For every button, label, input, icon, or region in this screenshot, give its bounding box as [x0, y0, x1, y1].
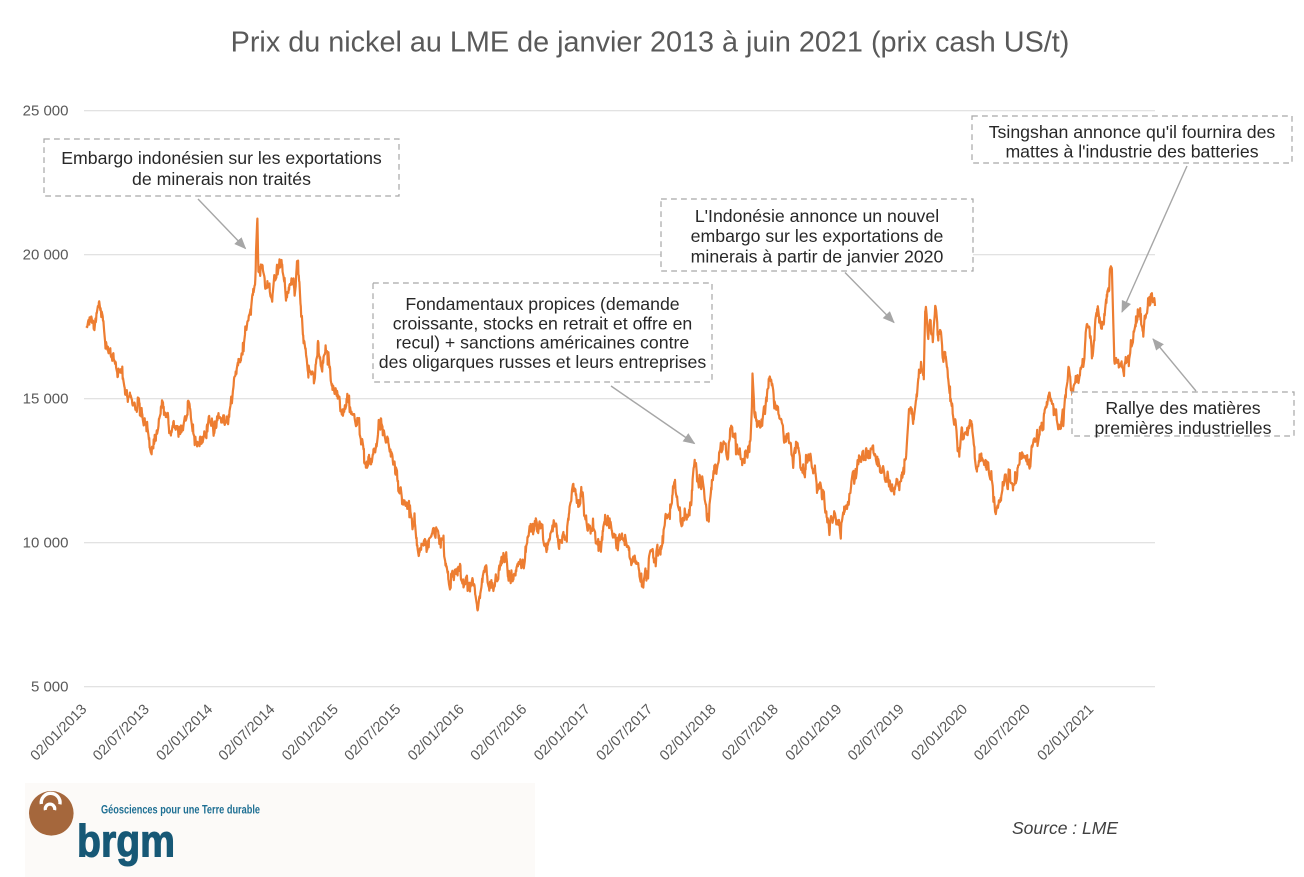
- svg-text:Prix du nickel au LME de janvi: Prix du nickel au LME de janvier 2013 à …: [231, 27, 1070, 59]
- svg-text:L'Indonésie annonce un nouvel: L'Indonésie annonce un nouvel: [695, 206, 939, 226]
- svg-text:de minerais non traités: de minerais non traités: [132, 169, 311, 189]
- svg-text:Tsingshan annonce qu'il fourni: Tsingshan annonce qu'il fournira des: [989, 122, 1276, 142]
- svg-text:Source : LME: Source : LME: [1012, 818, 1118, 838]
- svg-text:15 000: 15 000: [23, 391, 69, 408]
- svg-text:embargo sur les exportations d: embargo sur les exportations de: [691, 226, 944, 246]
- svg-text:minerais à partir de janvier 2: minerais à partir de janvier 2020: [691, 246, 944, 266]
- svg-text:10 000: 10 000: [23, 535, 69, 552]
- svg-text:des oligarques russes et leurs: des oligarques russes et leurs entrepris…: [379, 352, 707, 372]
- svg-text:Rallye des matières: Rallye des matières: [1105, 398, 1260, 418]
- svg-text:croissante, stocks en retrait: croissante, stocks en retrait et offre e…: [393, 313, 693, 333]
- svg-text:premières industrielles: premières industrielles: [1095, 418, 1272, 438]
- svg-text:mattes à l'industrie des batte: mattes à l'industrie des batteries: [1005, 141, 1258, 161]
- svg-text:Géosciences pour une Terre dur: Géosciences pour une Terre durable: [101, 803, 260, 817]
- svg-text:25 000: 25 000: [23, 103, 69, 120]
- svg-text:20 000: 20 000: [23, 247, 69, 264]
- svg-text:5 000: 5 000: [31, 679, 69, 696]
- svg-text:Embargo indonésien sur les exp: Embargo indonésien sur les exportations: [61, 148, 382, 168]
- svg-text:brgm: brgm: [77, 816, 175, 867]
- svg-text:Fondamentaux propices (demande: Fondamentaux propices (demande: [405, 294, 679, 314]
- svg-text:recul) + sanctions américaines: recul) + sanctions américaines contre: [396, 333, 690, 353]
